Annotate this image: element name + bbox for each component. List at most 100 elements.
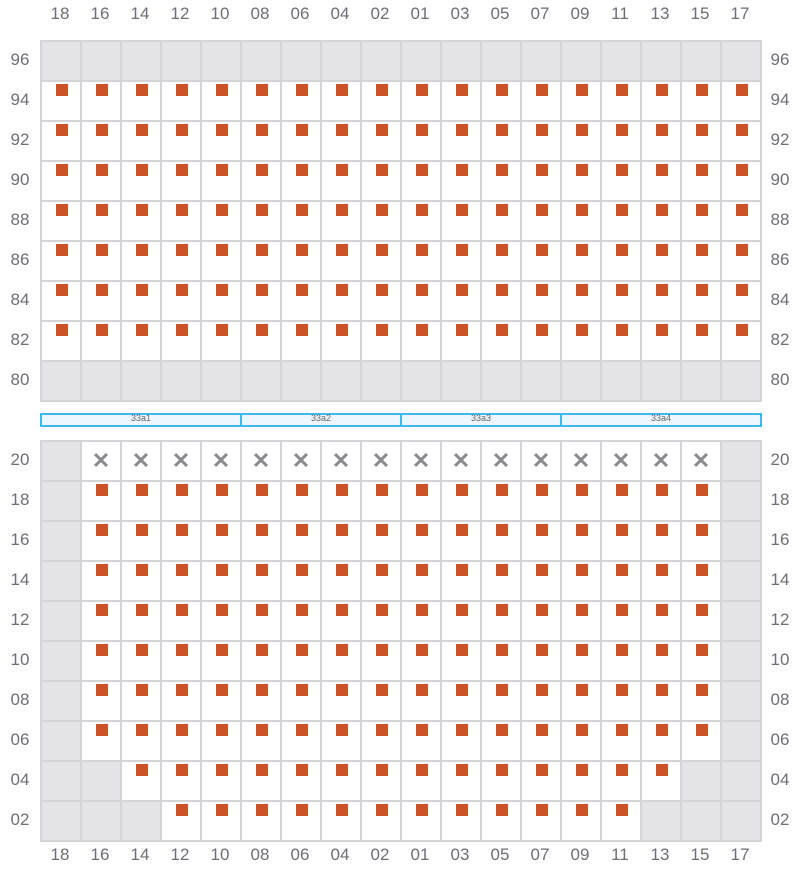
seat-cell[interactable] (242, 682, 282, 722)
seat-cell[interactable] (322, 242, 362, 282)
seat-cell[interactable] (322, 602, 362, 642)
seat-cell[interactable] (162, 122, 202, 162)
seat-cell[interactable] (82, 162, 122, 202)
seat-cell[interactable] (522, 282, 562, 322)
seat-cell[interactable] (482, 122, 522, 162)
seat-cell[interactable] (82, 642, 122, 682)
seat-cell[interactable] (402, 802, 442, 842)
seat-cell[interactable] (722, 122, 762, 162)
seat-cell[interactable] (362, 122, 402, 162)
seat-cell[interactable] (282, 802, 322, 842)
seat-cell[interactable] (682, 602, 722, 642)
zone-label-33a3[interactable]: 33a3 (400, 413, 562, 427)
seat-cell[interactable] (522, 82, 562, 122)
seat-cell[interactable] (202, 642, 242, 682)
seat-cell[interactable] (602, 162, 642, 202)
seat-cell[interactable] (82, 122, 122, 162)
seat-cell[interactable] (242, 602, 282, 642)
seat-cell[interactable] (202, 482, 242, 522)
seat-cell[interactable] (322, 522, 362, 562)
seat-cell[interactable] (162, 762, 202, 802)
seat-cell[interactable] (482, 202, 522, 242)
seat-cell[interactable] (282, 482, 322, 522)
seat-cell[interactable] (482, 762, 522, 802)
seat-cell[interactable] (42, 202, 82, 242)
seat-cell[interactable] (682, 122, 722, 162)
seat-cell[interactable] (362, 202, 402, 242)
seat-cell[interactable] (282, 722, 322, 762)
seat-cell[interactable] (522, 162, 562, 202)
seat-cell[interactable] (322, 762, 362, 802)
seat-cell[interactable] (722, 242, 762, 282)
seat-cell[interactable] (442, 122, 482, 162)
seat-cell[interactable] (722, 162, 762, 202)
seat-cell[interactable] (122, 682, 162, 722)
seat-cell[interactable] (442, 802, 482, 842)
seat-cell[interactable] (202, 322, 242, 362)
seat-cell[interactable] (602, 602, 642, 642)
seat-cell[interactable] (602, 762, 642, 802)
seat-cell[interactable] (562, 202, 602, 242)
seat-cell[interactable] (122, 82, 162, 122)
seat-cell[interactable] (122, 202, 162, 242)
seat-cell[interactable] (162, 802, 202, 842)
seat-cell[interactable] (402, 682, 442, 722)
seat-cell[interactable] (482, 602, 522, 642)
seat-cell[interactable] (642, 162, 682, 202)
seat-cell[interactable] (162, 202, 202, 242)
seat-cell[interactable] (362, 522, 402, 562)
seat-cell[interactable] (522, 122, 562, 162)
seat-cell[interactable] (282, 682, 322, 722)
seat-cell[interactable] (362, 642, 402, 682)
seat-cell[interactable] (42, 162, 82, 202)
seat-cell[interactable] (242, 202, 282, 242)
seat-cell[interactable] (642, 322, 682, 362)
seat-cell[interactable] (682, 722, 722, 762)
seat-cell[interactable] (202, 762, 242, 802)
seat-cell[interactable] (602, 242, 642, 282)
seat-cell[interactable] (402, 722, 442, 762)
seat-cell[interactable] (42, 242, 82, 282)
seat-cell[interactable] (402, 522, 442, 562)
seat-cell[interactable] (442, 642, 482, 682)
seat-cell[interactable] (162, 242, 202, 282)
seat-cell[interactable] (642, 562, 682, 602)
seat-cell[interactable] (682, 682, 722, 722)
seat-cell[interactable] (162, 322, 202, 362)
seat-cell[interactable] (82, 682, 122, 722)
seat-cell[interactable] (42, 322, 82, 362)
seat-cell[interactable] (562, 762, 602, 802)
seat-cell[interactable] (282, 82, 322, 122)
seat-cell[interactable] (562, 82, 602, 122)
seat-cell[interactable] (682, 242, 722, 282)
seat-cell[interactable] (242, 482, 282, 522)
seat-cell[interactable] (402, 322, 442, 362)
seat-cell[interactable] (162, 482, 202, 522)
seat-cell[interactable] (722, 282, 762, 322)
seat-cell[interactable] (442, 762, 482, 802)
seat-cell[interactable] (362, 722, 402, 762)
seat-cell[interactable] (602, 282, 642, 322)
seat-cell[interactable] (522, 522, 562, 562)
seat-cell[interactable] (82, 602, 122, 642)
seat-cell[interactable] (442, 242, 482, 282)
seat-cell[interactable] (362, 82, 402, 122)
seat-cell[interactable] (642, 722, 682, 762)
seat-cell[interactable] (442, 482, 482, 522)
seat-cell[interactable] (362, 242, 402, 282)
seat-cell[interactable] (442, 682, 482, 722)
seat-cell[interactable] (682, 202, 722, 242)
seat-cell[interactable] (722, 322, 762, 362)
seat-cell[interactable] (122, 282, 162, 322)
seat-cell[interactable] (82, 562, 122, 602)
seat-cell[interactable] (442, 722, 482, 762)
seat-cell[interactable] (322, 282, 362, 322)
seat-cell[interactable] (402, 82, 442, 122)
seat-cell[interactable] (722, 202, 762, 242)
seat-cell[interactable] (522, 642, 562, 682)
seat-cell[interactable] (362, 162, 402, 202)
seat-cell[interactable] (242, 762, 282, 802)
seat-cell[interactable] (162, 642, 202, 682)
seat-cell[interactable] (122, 162, 162, 202)
seat-cell[interactable] (482, 482, 522, 522)
